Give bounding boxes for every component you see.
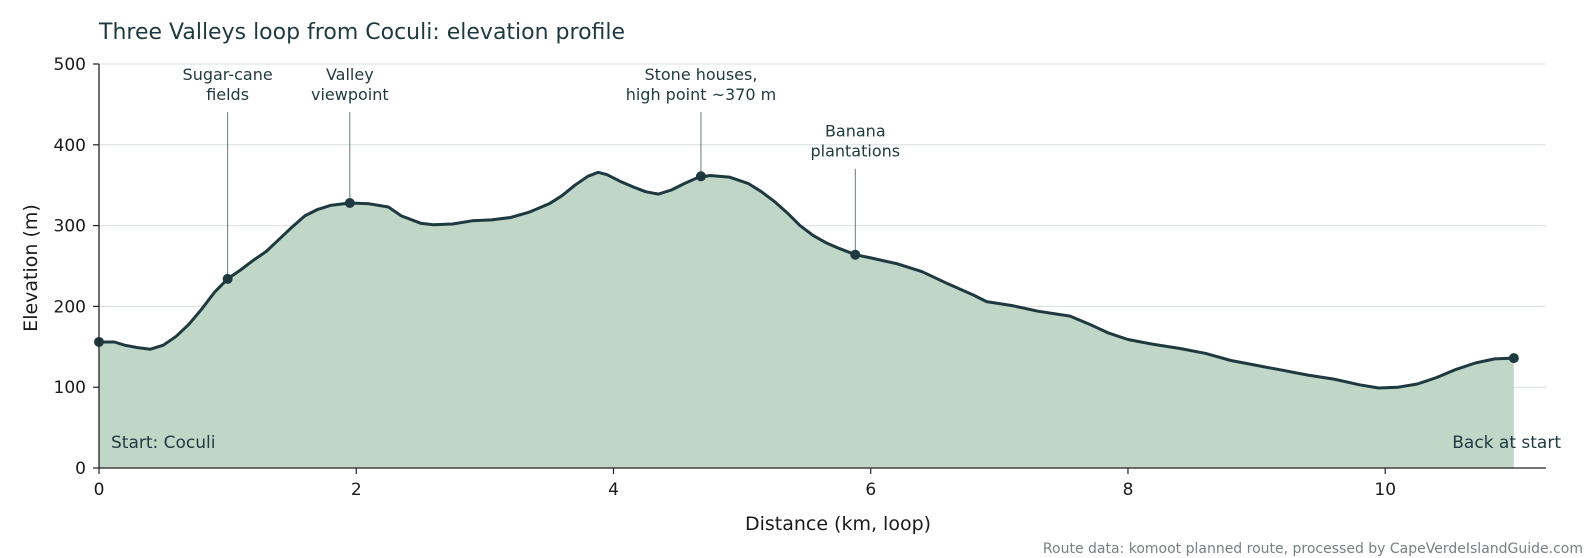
annotation-label-0-0: Sugar-cane: [183, 65, 273, 84]
x-tick-label-2: 2: [351, 480, 362, 500]
axes: 0 100 200 300 400 500 0 2 4 6 8 10: [54, 55, 1546, 500]
chart-title: Three Valleys loop from Coculi: elevatio…: [98, 20, 625, 45]
annotation-label-3-1: plantations: [810, 142, 900, 161]
annotation-label-2-0: Stone houses,: [644, 65, 757, 84]
y-tick-label-0: 0: [75, 459, 86, 479]
annotation-label-1-1: viewpoint: [311, 85, 389, 104]
y-tick-label-400: 400: [54, 136, 86, 156]
y-tick-label-300: 300: [54, 217, 86, 237]
x-tick-label-6: 6: [865, 480, 876, 500]
point-marker-2: [344, 197, 355, 208]
x-tick-label-0: 0: [94, 480, 105, 500]
end-label: Back at start: [1452, 433, 1561, 453]
y-axis-label: Elevation (m): [20, 204, 42, 332]
x-axis-label: Distance (km, loop): [745, 513, 931, 535]
annotation-label-2-1: high point ~370 m: [626, 85, 776, 104]
annotation-label-3-0: Banana: [825, 122, 886, 141]
elevation-area: [99, 172, 1514, 469]
x-tick-label-10: 10: [1374, 480, 1396, 500]
y-tick-label-100: 100: [54, 378, 86, 398]
point-markers: [94, 171, 1519, 364]
point-marker-3: [695, 171, 706, 182]
point-marker-4: [850, 249, 861, 260]
annotation-label-0-1: fields: [206, 85, 249, 104]
start-label: Start: Coculi: [111, 433, 216, 453]
y-tick-label-200: 200: [54, 297, 86, 317]
elevation-line: [99, 170, 1514, 390]
x-tick-label-8: 8: [1123, 480, 1134, 500]
x-tick-label-4: 4: [608, 480, 619, 500]
source-note: Route data: komoot planned route, proces…: [1043, 541, 1583, 557]
y-tick-label-500: 500: [54, 55, 86, 75]
point-marker-5: [1508, 353, 1519, 364]
point-marker-1: [222, 273, 233, 284]
annotation-label-1-0: Valley: [326, 65, 374, 84]
